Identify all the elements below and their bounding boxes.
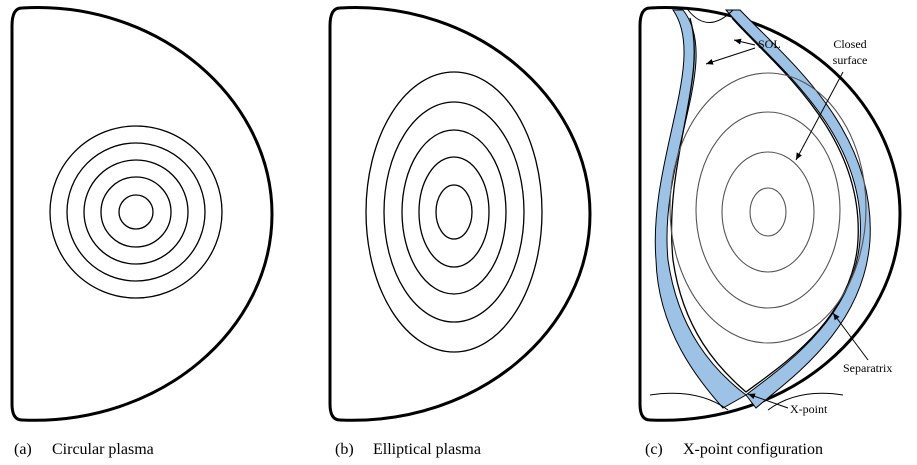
sol-left — [655, 10, 746, 408]
arrow — [734, 40, 755, 45]
vessel-wall — [330, 8, 590, 421]
closed-label: Closed — [833, 37, 866, 51]
caption: Elliptical plasma — [373, 441, 481, 458]
panel-b — [330, 8, 590, 421]
closed-label: surface — [833, 53, 868, 67]
xpoint-label: X-point — [790, 402, 828, 416]
flux-surfaces — [366, 72, 542, 352]
panel-c: SOL Closed surface Separatrix X-point — [640, 8, 900, 421]
caption: X-point configuration — [683, 441, 823, 458]
flux-surfaces — [50, 126, 222, 298]
caption: Circular plasma — [52, 441, 154, 458]
caption-label: (c) — [645, 441, 663, 458]
separatrix-label: Separatrix — [843, 361, 892, 375]
flux-surfaces — [670, 73, 866, 343]
vessel-wall — [12, 8, 272, 421]
arrow — [706, 48, 755, 64]
sol-right — [726, 10, 870, 408]
caption-label: (a) — [14, 441, 32, 458]
figure: SOL Closed surface Separatrix X-point (a… — [0, 0, 917, 465]
caption-label: (b) — [335, 441, 354, 458]
panel-a — [12, 8, 272, 421]
sol-label: SOL — [758, 37, 781, 51]
